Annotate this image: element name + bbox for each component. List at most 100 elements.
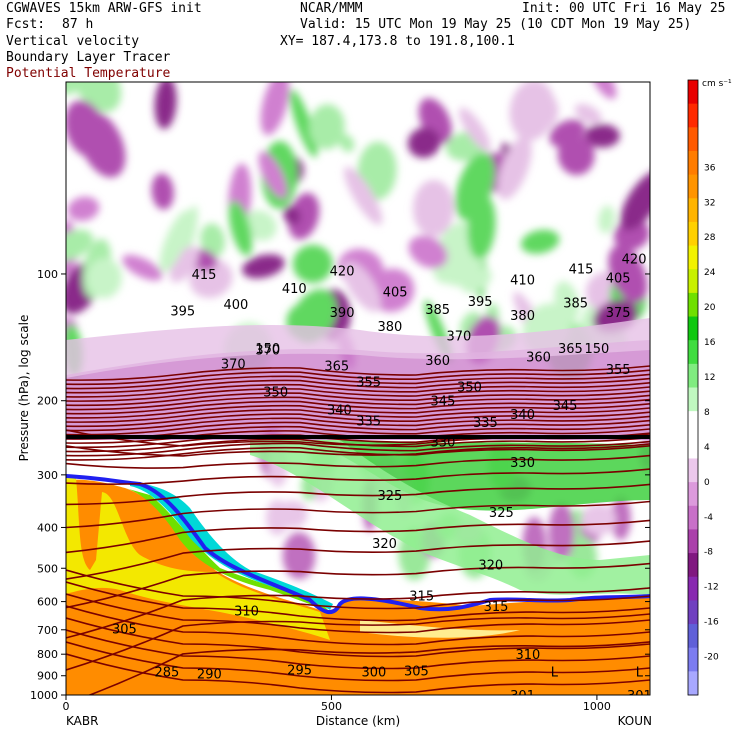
theta-label: 301 — [627, 689, 652, 704]
colorbar-swatch — [688, 127, 698, 152]
y-tick-label: 800 — [37, 648, 58, 661]
colorbar-swatch — [688, 647, 698, 672]
theta-label: L — [551, 666, 559, 681]
velocity-cell — [408, 235, 448, 269]
colorbar-label: 20 — [704, 303, 716, 313]
right-station: KOUN — [618, 714, 652, 728]
colorbar-swatch — [688, 245, 698, 270]
init-time: Init: 00 UTC Fri 16 May 25 — [522, 1, 726, 16]
theta-contours — [66, 365, 650, 695]
theta-contour — [66, 440, 650, 457]
theta-label: 385 — [425, 303, 450, 318]
theta-contour — [66, 581, 650, 622]
theta-label: 415 — [192, 268, 217, 283]
theta-label: 405 — [606, 272, 631, 287]
y-tick-label: 100 — [37, 268, 58, 281]
theta-label: 355 — [606, 363, 631, 378]
colorbar-label: -12 — [704, 583, 719, 593]
theta-contour — [66, 415, 650, 432]
field-boundary-layer-tracer: Boundary Layer Tracer — [6, 50, 171, 65]
velocity-cell — [581, 503, 617, 536]
velocity-cell — [460, 267, 492, 293]
theta-label: 320 — [478, 559, 503, 574]
theta-contour — [66, 398, 650, 415]
y-tick-label: 300 — [37, 469, 58, 482]
velocity-cell — [598, 205, 615, 234]
velocity-cell — [287, 192, 320, 240]
colorbar-label: 32 — [704, 198, 715, 208]
theta-label: 385 — [563, 297, 588, 312]
theta-contour — [66, 617, 650, 658]
y-tick-label: 200 — [37, 395, 58, 408]
velocity-cell — [283, 206, 301, 225]
x-tick-label: 1000 — [583, 700, 611, 713]
theta-contour — [66, 653, 650, 694]
colorbar-swatch — [688, 198, 698, 223]
theta-contour — [66, 483, 650, 506]
theta-contour — [66, 424, 650, 440]
theta-label: 290 — [197, 668, 222, 683]
theta-contour — [66, 468, 650, 486]
theta-labels: 420 420 415 415 410 410 405 405 400 395 395 390 385 3… — [112, 253, 652, 704]
theta-contour — [66, 386, 650, 402]
theta-label: 285 — [154, 666, 179, 681]
colorbar-swatch — [688, 150, 698, 176]
plot-area: 420 420 415 415 410 410 405 405 400 395 395 390 385 3… — [66, 82, 652, 704]
theta-contour — [66, 407, 650, 423]
theta-label: 320 — [372, 537, 397, 552]
theta-label: 380 — [377, 320, 402, 335]
valid-time: Valid: 15 UTC Mon 19 May 25 (10 CDT Mon … — [300, 17, 692, 32]
velocity-cell — [620, 170, 650, 231]
velocity-cell — [549, 119, 586, 148]
theta-contour — [66, 394, 650, 411]
colorbar-label: 36 — [704, 163, 716, 173]
colorbar-swatch — [688, 671, 698, 696]
velocity-cell — [458, 107, 491, 151]
theta-contour — [66, 629, 650, 670]
theta-label: 345 — [431, 395, 456, 410]
theta-label: 365 — [558, 342, 583, 357]
y-tick-label: 700 — [37, 624, 58, 637]
velocity-cell — [520, 229, 560, 254]
colorbar-label: -4 — [704, 513, 713, 523]
velocity-cell — [554, 281, 580, 323]
theta-contour — [66, 587, 650, 639]
velocity-cell — [243, 210, 277, 241]
theta-label: 370 — [221, 357, 246, 372]
velocity-cell — [200, 223, 226, 258]
theta-label: 330 — [510, 456, 535, 471]
velocity-cell — [122, 254, 163, 281]
theta-contour — [66, 365, 650, 381]
theta-label: 305 — [112, 622, 137, 637]
velocity-cell — [67, 196, 100, 222]
velocity-cell — [548, 502, 575, 561]
theta-label: 305 — [404, 665, 429, 680]
theta-label: 150 — [584, 342, 609, 357]
theta-label: 365 — [324, 360, 349, 375]
theta-label: 335 — [473, 416, 498, 431]
velocity-cell — [497, 136, 532, 200]
colorbar-swatch — [688, 316, 698, 341]
velocity-cell — [151, 173, 174, 210]
colorbar-swatch — [688, 624, 698, 649]
velocity-cell — [260, 82, 290, 136]
velocity-cell — [342, 261, 381, 312]
theta-label: 405 — [383, 285, 408, 300]
theta-contour — [66, 569, 650, 610]
theta-contour — [66, 641, 650, 682]
theta-label: 370 — [255, 343, 280, 358]
theta-label: 325 — [377, 489, 402, 504]
velocity-cell — [154, 82, 177, 130]
theta-label: 370 — [446, 329, 471, 344]
theta-label: 340 — [327, 404, 352, 419]
theta-label: 390 — [330, 306, 355, 321]
theta-label: 300 — [362, 666, 387, 681]
theta-contour — [66, 419, 650, 436]
velocity-cell — [228, 200, 253, 256]
colorbar-label: -20 — [704, 653, 719, 663]
velocity-cell — [277, 500, 308, 528]
theta-contour — [66, 613, 650, 671]
colorbar-label: 4 — [704, 443, 710, 453]
theta-contour — [66, 377, 650, 394]
